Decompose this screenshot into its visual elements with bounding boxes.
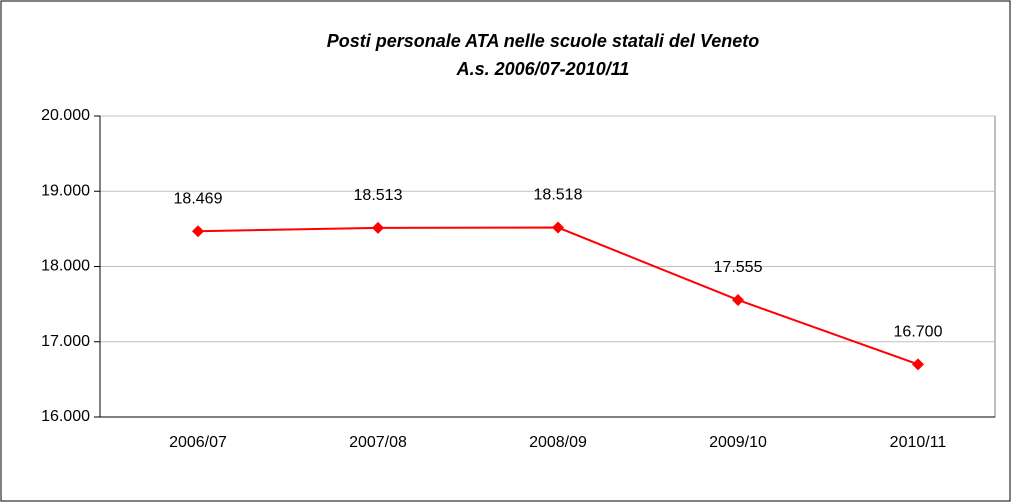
data-point — [372, 221, 384, 234]
data-point — [912, 358, 924, 371]
x-tick-label: 2007/08 — [349, 434, 407, 451]
x-tick-label: 2008/09 — [529, 434, 587, 451]
data-point — [552, 221, 564, 234]
x-tick-label: 2006/07 — [169, 434, 227, 451]
y-tick-label: 16.000 — [41, 408, 90, 425]
data-label: 18.469 — [174, 190, 223, 207]
data-label: 16.700 — [894, 324, 943, 341]
y-tick-label: 17.000 — [41, 333, 90, 350]
y-tick-label: 19.000 — [41, 182, 90, 199]
y-tick-label: 20.000 — [41, 107, 90, 124]
data-point — [732, 293, 744, 306]
data-point — [192, 225, 204, 238]
x-tick-label: 2010/11 — [890, 434, 947, 451]
data-label: 17.555 — [714, 259, 763, 276]
chart-title: Posti personale ATA nelle scuole statali… — [327, 31, 759, 51]
y-tick-label: 18.000 — [41, 258, 90, 275]
data-label: 18.513 — [354, 187, 403, 204]
chart-subtitle: A.s. 2006/07-2010/11 — [456, 59, 630, 79]
x-tick-label: 2009/10 — [709, 434, 767, 451]
data-label: 18.518 — [534, 187, 583, 204]
